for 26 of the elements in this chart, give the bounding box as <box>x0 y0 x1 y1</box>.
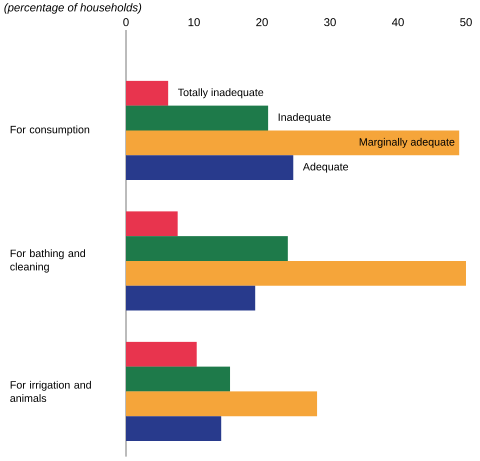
x-tick-label: 0 <box>123 18 129 26</box>
bar <box>126 260 466 286</box>
bar <box>126 106 268 130</box>
bar <box>126 391 318 416</box>
bar <box>126 155 294 180</box>
x-axis-title: (percentage of households) <box>4 3 142 14</box>
x-tick-label: 30 <box>324 18 336 26</box>
y-tick-label: For irrigation and animals <box>10 380 91 402</box>
series-label: Marginally adequate <box>360 138 454 148</box>
y-tick-label: For consumption <box>10 125 90 136</box>
bar <box>126 236 288 261</box>
x-tick-label: 20 <box>256 18 268 26</box>
y-tick-label: For bathing and cleaning <box>10 249 86 273</box>
x-tick-label: 10 <box>188 18 200 26</box>
bar <box>126 80 168 106</box>
bar <box>126 286 256 311</box>
bar <box>126 211 178 236</box>
bar <box>126 342 197 367</box>
bar <box>126 130 460 156</box>
series-label: Adequate <box>302 162 348 173</box>
x-tick-label: 40 <box>392 18 404 26</box>
series-label: Totally inadequate <box>178 88 264 98</box>
bar <box>126 366 230 392</box>
x-tick-label: 50 <box>460 18 472 26</box>
bar <box>126 416 222 442</box>
series-label: Inadequate <box>278 113 331 124</box>
